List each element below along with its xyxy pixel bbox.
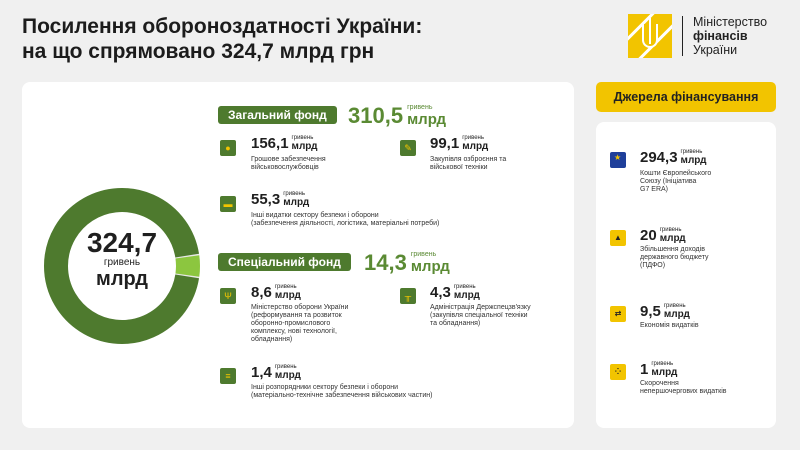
special-item-1-amount: 8,6 гривень млрд <box>251 284 301 301</box>
title-line-2: на що спрямовано 324,7 млрд грн <box>22 40 375 63</box>
chart-icon: ▲ <box>610 230 626 246</box>
logo-text: Міністерство фінансів України <box>693 15 767 57</box>
ministry-logo: Міністерство фінансів України <box>628 14 767 58</box>
special-item-3-amount: 1,4 гривень млрд <box>251 364 301 381</box>
source-2-amount: 20 гривень млрд <box>640 227 686 244</box>
logo-line-2: фінансів <box>693 29 748 43</box>
general-fund-unit-small: гривень <box>407 104 433 111</box>
special-fund-badge: Спеціальний фонд <box>218 253 351 271</box>
logo-line-1: Міністерство <box>693 15 768 29</box>
source-4-desc: Скорочення непершочергових видатків <box>640 380 727 395</box>
source-2-desc: Збільшення доходів державного бюджету (П… <box>640 246 709 269</box>
budget-donut <box>44 188 200 344</box>
source-3-desc: Економія видатків <box>640 322 699 329</box>
source-1-desc: Кошти Європейського Союзу (Ініціатива G7… <box>640 170 712 193</box>
special-fund-amount: 14,3 <box>364 250 407 275</box>
truck-icon: ▬ <box>220 196 236 212</box>
special-item-2-desc: Адміністрація Держспецзв'язку (закупівля… <box>430 304 531 327</box>
donut-unit-big: млрд <box>96 268 148 290</box>
logo-line-3: України <box>693 43 738 57</box>
general-item-1-amount: 156,1 гривень млрд <box>251 135 318 152</box>
general-fund-unit-big: млрд <box>407 111 446 128</box>
special-fund-unit-big: млрд <box>410 258 450 275</box>
source-3-amount: 9,5 гривень млрд <box>640 303 690 320</box>
sources-card <box>596 122 776 428</box>
title-line-1: Посилення обороноздатності України: <box>22 15 423 38</box>
dots-icon: ⁘ <box>610 364 626 380</box>
special-item-1-desc: Міністерство оборони України (реформуван… <box>251 304 349 343</box>
antenna-icon: ╥ <box>400 288 416 304</box>
special-fund-unit-small: гривень <box>410 251 437 258</box>
rifle-icon: ✎ <box>400 140 416 156</box>
list-icon: ≡ <box>220 368 236 384</box>
sources-header: Джерела фінансування <box>596 82 776 112</box>
eu-flag-icon <box>610 152 626 168</box>
general-item-3-amount: 55,3 гривень млрд <box>251 191 310 208</box>
donut-segment-special <box>175 255 200 277</box>
general-item-2-amount: 99,1 гривень млрд <box>430 135 489 152</box>
arrows-icon: ⇄ <box>610 306 626 322</box>
logo-divider <box>682 16 683 56</box>
trident-icon: Ψ <box>220 288 236 304</box>
general-fund-value: 310,5 гривень млрд <box>348 103 446 127</box>
donut-total-value: 324,7 <box>86 227 158 258</box>
special-item-2-amount: 4,3 гривень млрд <box>430 284 480 301</box>
donut-segment-general <box>44 188 200 344</box>
source-4-amount: 1 гривень млрд <box>640 361 678 378</box>
special-item-3-desc: Інші розпорядники сектору безпеки і обор… <box>251 384 433 399</box>
general-fund-badge: Загальний фонд <box>218 106 337 124</box>
general-item-3-desc: Інші видатки сектору безпеки і оборони (… <box>251 212 440 227</box>
page-title: Посилення обороноздатності України: на щ… <box>22 14 422 64</box>
general-item-2-desc: Закупівля озброєння та військової технік… <box>430 156 507 171</box>
source-1-amount: 294,3 гривень млрд <box>640 149 707 166</box>
soldier-icon: ● <box>220 140 236 156</box>
ministry-emblem-icon <box>628 14 672 58</box>
general-item-1-desc: Грошове забезпечення військовослужбовців <box>251 156 326 171</box>
special-fund-value: 14,3 гривень млрд <box>364 250 450 274</box>
donut-unit-small: гривень <box>103 257 141 268</box>
donut-total: 324,7 гривень млрд <box>62 227 182 291</box>
general-fund-amount: 310,5 <box>348 103 404 128</box>
